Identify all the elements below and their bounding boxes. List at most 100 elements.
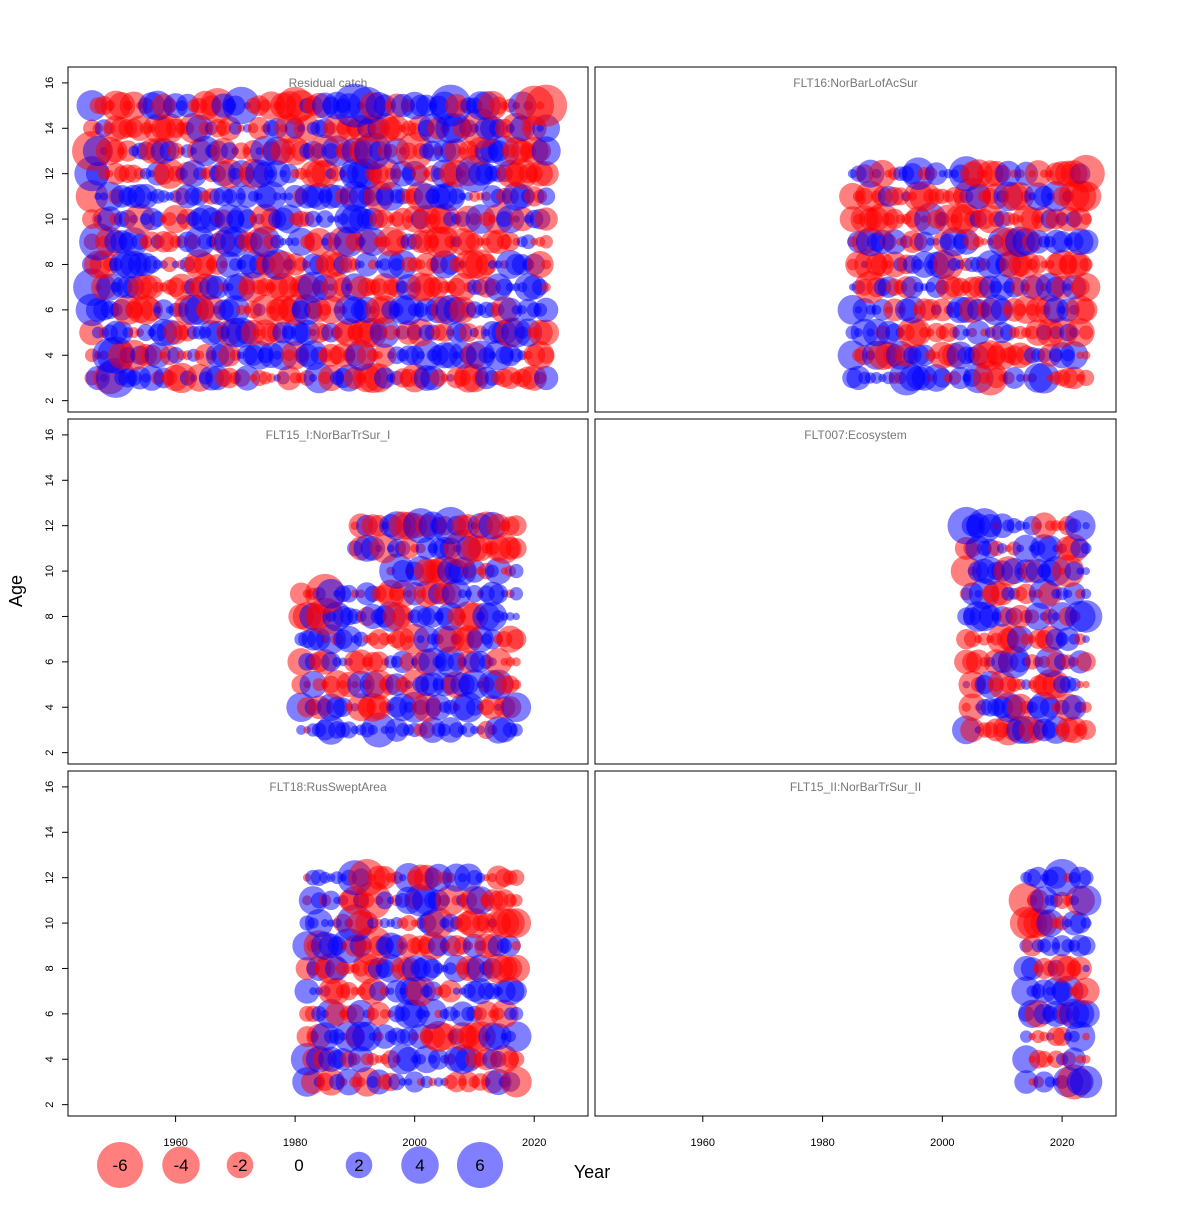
residual-bubble bbox=[1062, 1047, 1086, 1072]
residual-bubble bbox=[448, 273, 477, 302]
legend-label: -4 bbox=[173, 1156, 188, 1175]
residual-bubble bbox=[1006, 625, 1034, 653]
legend-bubble bbox=[457, 1142, 503, 1188]
residual-bubble bbox=[373, 866, 397, 890]
residual-bubble bbox=[1067, 677, 1081, 692]
panel-frame bbox=[594, 66, 1117, 413]
residual-bubble bbox=[1079, 257, 1093, 272]
residual-bubble bbox=[1082, 680, 1090, 689]
residual-bubble bbox=[1003, 367, 1026, 389]
residual-bubble bbox=[222, 86, 261, 125]
residual-bubble bbox=[439, 979, 462, 1003]
residual-bubble bbox=[501, 692, 532, 723]
residual-bubble bbox=[511, 941, 522, 951]
panel-title: FLT16:NorBarLofAcSur bbox=[793, 76, 918, 90]
residual-bubble bbox=[205, 275, 229, 299]
residual-bubble bbox=[533, 161, 559, 187]
residual-bubble bbox=[1035, 1050, 1053, 1068]
residual-bubble bbox=[958, 693, 987, 722]
residual-bubble bbox=[1014, 1070, 1039, 1094]
residual-bubble bbox=[500, 1066, 532, 1098]
residual-bubble bbox=[433, 1077, 444, 1087]
x-tick-label: 2020 bbox=[522, 1137, 546, 1149]
residual-bubble bbox=[1077, 369, 1095, 387]
residual-bubble bbox=[1082, 1032, 1090, 1041]
residual-bubble bbox=[512, 612, 520, 621]
residual-bubble bbox=[499, 935, 521, 957]
residual-bubble bbox=[218, 343, 241, 367]
y-tick-label: 8 bbox=[44, 261, 56, 267]
residual-bubble bbox=[1037, 535, 1064, 562]
legend-label: -6 bbox=[112, 1156, 127, 1175]
residual-bubble bbox=[433, 963, 445, 974]
residual-bubble bbox=[1064, 561, 1084, 581]
residual-bubble bbox=[960, 717, 985, 743]
residual-bubble bbox=[117, 140, 139, 162]
residual-bubble bbox=[501, 1021, 532, 1052]
residual-bubble bbox=[152, 259, 163, 270]
residual-bubble bbox=[279, 238, 287, 246]
residual-bubble bbox=[339, 982, 359, 1001]
residual-bubble bbox=[1076, 351, 1084, 360]
residual-bubble bbox=[1070, 885, 1102, 916]
residual-bubble bbox=[1062, 582, 1086, 606]
residual-bubble bbox=[475, 253, 498, 276]
residual-bubble bbox=[505, 282, 515, 292]
y-tick-label: 2 bbox=[44, 750, 56, 756]
y-tick-label: 14 bbox=[44, 826, 56, 838]
residual-bubble bbox=[541, 282, 551, 292]
residual-bubble bbox=[1014, 520, 1026, 531]
residual-bubble bbox=[1030, 512, 1058, 539]
residual-bubble bbox=[237, 124, 245, 132]
residual-bubble bbox=[435, 885, 466, 916]
residual-bubble bbox=[153, 299, 175, 321]
residual-bubble bbox=[1082, 635, 1090, 644]
residual-bubble bbox=[1062, 366, 1086, 390]
residual-bubble bbox=[1080, 542, 1092, 554]
residual-bubble bbox=[373, 367, 396, 389]
panel-frame bbox=[67, 66, 589, 413]
residual-bubble bbox=[79, 319, 105, 346]
residual-bubble bbox=[425, 694, 452, 721]
residual-bubble bbox=[1073, 229, 1099, 255]
residual-bubble bbox=[1043, 858, 1081, 897]
residual-bubble bbox=[489, 96, 508, 115]
residual-bubble bbox=[852, 297, 877, 322]
residual-bubble bbox=[321, 890, 341, 911]
residual-bubble bbox=[870, 372, 883, 384]
residual-bubble bbox=[501, 908, 532, 938]
residual-bubble bbox=[368, 651, 390, 673]
residual-bubble bbox=[1039, 1031, 1050, 1042]
residual-bubble bbox=[509, 723, 523, 737]
residual-bubble bbox=[1076, 567, 1084, 575]
residual-bubble bbox=[1056, 627, 1080, 652]
residual-bubble bbox=[220, 295, 250, 325]
y-tick-label: 16 bbox=[44, 77, 56, 89]
x-tick-label: 1960 bbox=[691, 1137, 715, 1149]
residual-bubble bbox=[952, 324, 969, 341]
residual-bubble bbox=[354, 252, 379, 277]
panel-title: FLT15_II:NorBarTrSur_II bbox=[790, 780, 921, 794]
residual-bubble bbox=[149, 211, 166, 228]
residual-bubble bbox=[316, 210, 334, 228]
residual-bubble bbox=[508, 1051, 525, 1068]
residual-bubble bbox=[506, 629, 527, 650]
residual-bubble bbox=[367, 259, 378, 270]
residual-bubble bbox=[487, 260, 497, 269]
residual-bubble bbox=[965, 649, 991, 675]
y-tick-label: 10 bbox=[44, 917, 56, 929]
residual-bubble bbox=[1028, 362, 1060, 394]
legend-bubble bbox=[345, 1151, 373, 1179]
residual-bubble bbox=[541, 259, 552, 270]
residual-bubble bbox=[352, 1021, 382, 1052]
y-tick-label: 4 bbox=[44, 1056, 56, 1062]
residual-bubble bbox=[266, 373, 277, 383]
legend-bubble bbox=[97, 1142, 143, 1188]
residual-bubble bbox=[161, 256, 178, 273]
y-tick-label: 14 bbox=[44, 474, 56, 486]
residual-bubble bbox=[484, 557, 512, 585]
residual-bubble bbox=[924, 162, 948, 186]
y-tick-label: 10 bbox=[44, 565, 56, 577]
residual-bubble bbox=[534, 365, 559, 391]
